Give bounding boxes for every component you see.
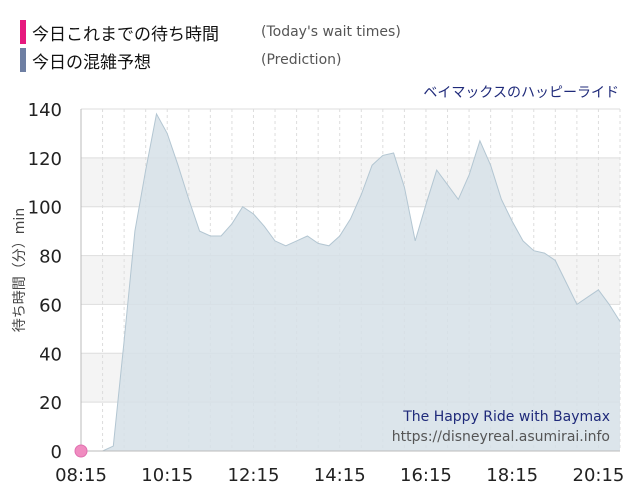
actual-wait-point (74, 444, 88, 458)
legend-actual-label: 今日これまでの待ち時間 (32, 24, 219, 45)
legend-actual-sublabel: (Today's wait times) (261, 24, 401, 40)
x-tick-label: 16:15 (400, 465, 452, 486)
x-tick-label: 20:15 (573, 465, 625, 486)
x-tick-label: 18:15 (486, 465, 538, 486)
x-tick-label: 14:15 (314, 465, 366, 486)
x-tick-label: 08:15 (55, 465, 107, 486)
y-tick-label: 0 (51, 442, 62, 463)
x-tick-label: 12:15 (228, 465, 280, 486)
legend-actual-swatch (20, 20, 26, 44)
legend-prediction-sublabel: (Prediction) (261, 52, 342, 68)
y-tick-label: 140 (28, 100, 62, 121)
prediction-area (81, 113, 620, 452)
legend-actual: 今日これまでの待ち時間 (Today's wait times) (20, 20, 401, 45)
x-tick-label: 10:15 (141, 465, 193, 486)
watermark-title: The Happy Ride with Baymax (402, 409, 610, 425)
legend-prediction: 今日の混雑予想 (Prediction) (20, 48, 342, 73)
y-tick-label: 20 (39, 393, 62, 414)
ride-name: ベイマックスのハッピーライド (423, 85, 619, 101)
watermark-url: https://disneyreal.asumirai.info (392, 429, 610, 445)
legend-prediction-swatch (20, 48, 26, 72)
prediction-line (81, 112, 621, 452)
y-tick-label: 120 (28, 149, 62, 170)
legend-prediction-label: 今日の混雑予想 (32, 52, 151, 73)
y-tick-label: 100 (28, 198, 62, 219)
y-tick-label: 80 (39, 247, 62, 268)
y-tick-label: 40 (39, 344, 62, 365)
y-axis-label: 待ち時間（分）min (12, 208, 28, 332)
y-tick-label: 60 (39, 295, 62, 316)
